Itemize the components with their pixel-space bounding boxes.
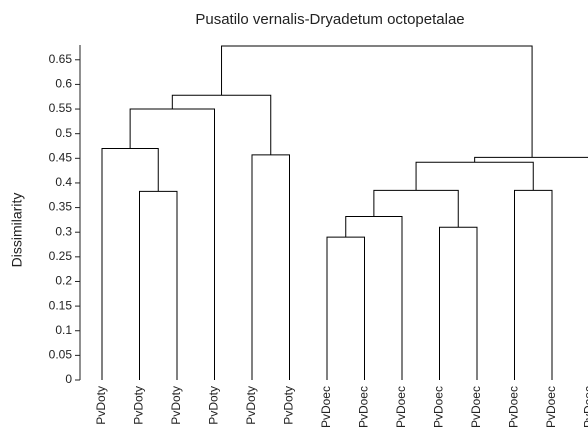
- merge-link: [345, 215, 403, 380]
- leaf-label: PvDoty: [169, 386, 183, 425]
- y-tick-label: 0.1: [55, 323, 72, 337]
- y-tick-label: 0.05: [49, 348, 73, 362]
- y-tick-label: 0.3: [55, 224, 72, 238]
- merge-link: [101, 147, 159, 380]
- y-tick-label: 0.35: [49, 200, 73, 214]
- leaf-label: PvDoec: [507, 386, 521, 428]
- merge-link: [251, 154, 290, 380]
- leaf-label: PvDoec: [469, 386, 483, 428]
- merge-link: [221, 45, 533, 158]
- y-tick-label: 0.45: [49, 150, 73, 164]
- leaf-label: PvDoty: [132, 386, 146, 425]
- merge-link: [171, 94, 272, 155]
- leaf-label: PvDoty: [244, 386, 258, 425]
- y-tick-label: 0: [65, 372, 72, 386]
- y-tick-label: 0.2: [55, 274, 72, 288]
- leaf-label: PvDoec: [357, 386, 371, 428]
- y-tick-label: 0.55: [49, 101, 73, 115]
- leaf-label: PvDoty: [207, 386, 221, 425]
- merge-link: [415, 161, 534, 191]
- leaf-label: PvDoty: [282, 386, 296, 425]
- leaf-label: PvDoty: [94, 386, 108, 425]
- leaf-label: PvDoec: [582, 386, 588, 428]
- chart-title: Pusatilo vernalis-Dryadetum octopetalae: [195, 11, 464, 28]
- y-tick-label: 0.6: [55, 77, 72, 91]
- merge-link: [139, 190, 178, 380]
- merge-link: [514, 189, 553, 380]
- y-tick-label: 0.5: [55, 126, 72, 140]
- merge-link: [326, 236, 365, 380]
- y-tick-label: 0.15: [49, 298, 73, 312]
- leaf-label: PvDoec: [319, 386, 333, 428]
- leaf-label: PvDoec: [432, 386, 446, 428]
- merge-link: [129, 108, 215, 380]
- y-tick-label: 0.25: [49, 249, 73, 263]
- y-tick-label: 0.4: [55, 175, 72, 189]
- merge-link: [474, 156, 588, 163]
- merge-link: [373, 189, 459, 228]
- leaf-label: PvDoec: [394, 386, 408, 428]
- y-tick-label: 0.65: [49, 52, 73, 66]
- leaf-label: PvDoec: [544, 386, 558, 428]
- merge-link: [439, 226, 478, 380]
- y-axis-label: Dissimilarity: [9, 193, 25, 268]
